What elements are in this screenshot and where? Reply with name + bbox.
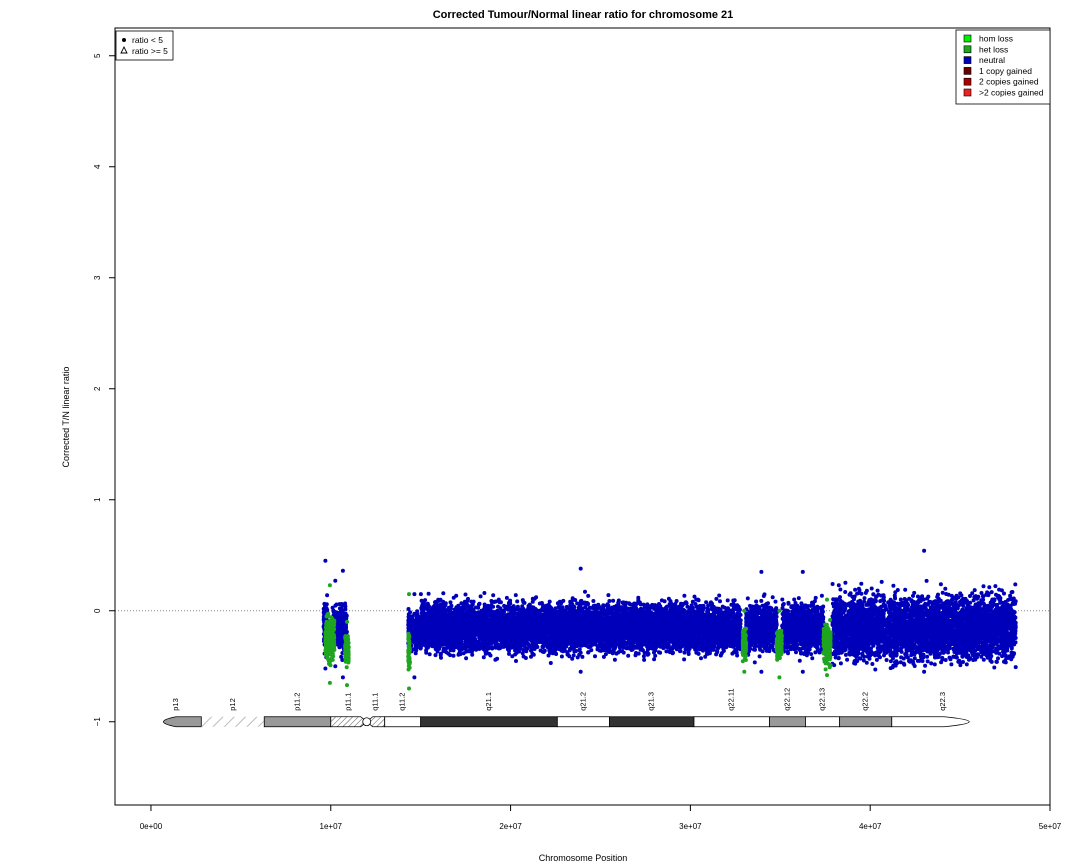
data-point — [338, 643, 343, 648]
data-point — [418, 645, 423, 650]
data-point — [322, 601, 327, 606]
data-point — [464, 656, 469, 661]
data-point — [340, 658, 345, 662]
data-point — [433, 653, 438, 658]
data-point — [338, 616, 343, 621]
plot-frame — [114, 27, 1051, 806]
data-point — [406, 607, 411, 611]
data-point — [682, 593, 687, 598]
data-point — [321, 610, 326, 615]
data-point — [514, 659, 518, 663]
data-point — [583, 589, 587, 594]
data-point — [333, 664, 338, 669]
data-point — [337, 612, 341, 617]
data-point — [339, 602, 344, 606]
data-point — [334, 602, 339, 607]
data-point — [337, 621, 341, 626]
data-point — [407, 622, 412, 627]
data-point — [424, 650, 429, 655]
data-point — [331, 609, 336, 614]
data-point — [626, 653, 631, 658]
data-point — [339, 654, 344, 659]
data-point — [659, 598, 664, 603]
data-point — [406, 614, 411, 619]
series-neutral — [321, 548, 1018, 680]
data-point — [441, 591, 446, 596]
data-point — [415, 609, 420, 614]
data-point — [343, 604, 348, 609]
data-point — [520, 604, 525, 609]
data-point — [725, 598, 730, 603]
data-point — [323, 666, 328, 671]
data-point — [603, 652, 608, 657]
data-point — [323, 558, 328, 563]
data-point — [731, 598, 736, 603]
data-point — [614, 651, 619, 656]
data-point — [411, 629, 416, 634]
data-point — [529, 654, 533, 659]
data-point — [513, 652, 518, 657]
data-point — [611, 598, 616, 603]
data-point — [333, 578, 338, 583]
data-point — [521, 648, 526, 652]
data-point — [717, 593, 722, 598]
data-point — [411, 622, 416, 627]
data-point — [628, 602, 633, 607]
data-point — [502, 603, 507, 608]
data-point — [704, 600, 709, 605]
data-point — [652, 650, 656, 655]
data-point — [664, 649, 669, 654]
data-point — [416, 636, 421, 641]
data-point — [337, 630, 342, 635]
data-point — [561, 598, 566, 603]
data-point — [343, 607, 348, 612]
data-point — [448, 653, 453, 658]
data-point — [580, 654, 585, 659]
data-point — [637, 600, 642, 605]
data-point — [340, 675, 345, 680]
data-point — [690, 599, 695, 604]
data-point — [412, 675, 417, 680]
data-point — [636, 651, 641, 656]
data-point — [699, 656, 703, 661]
data-point — [340, 624, 345, 629]
data-point — [342, 630, 347, 635]
data-point — [463, 592, 468, 597]
data-point — [498, 600, 503, 605]
data-point — [466, 596, 470, 601]
data-point — [559, 654, 564, 659]
data-point — [478, 594, 483, 599]
data-point — [340, 610, 345, 615]
data-point — [515, 599, 520, 604]
data-point — [641, 654, 646, 659]
data-point — [413, 646, 418, 651]
data-point — [482, 591, 487, 595]
data-point — [418, 592, 423, 597]
data-point — [330, 605, 335, 610]
chart-title: Corrected Tumour/Normal linear ratio for… — [433, 9, 734, 21]
data-point — [448, 600, 453, 605]
data-point — [415, 618, 420, 623]
data-point — [343, 613, 347, 618]
data-point — [495, 656, 500, 661]
data-point — [340, 568, 345, 573]
data-point — [696, 651, 701, 656]
data-point — [343, 601, 348, 606]
data-points — [321, 548, 1018, 691]
data-point — [714, 596, 719, 601]
data-point — [689, 603, 694, 608]
data-point — [412, 592, 417, 597]
data-point — [410, 616, 415, 620]
data-point — [718, 599, 722, 604]
data-point — [451, 653, 456, 658]
data-point — [586, 650, 591, 655]
data-point — [458, 652, 463, 657]
data-point — [427, 652, 432, 657]
data-point — [325, 593, 330, 598]
